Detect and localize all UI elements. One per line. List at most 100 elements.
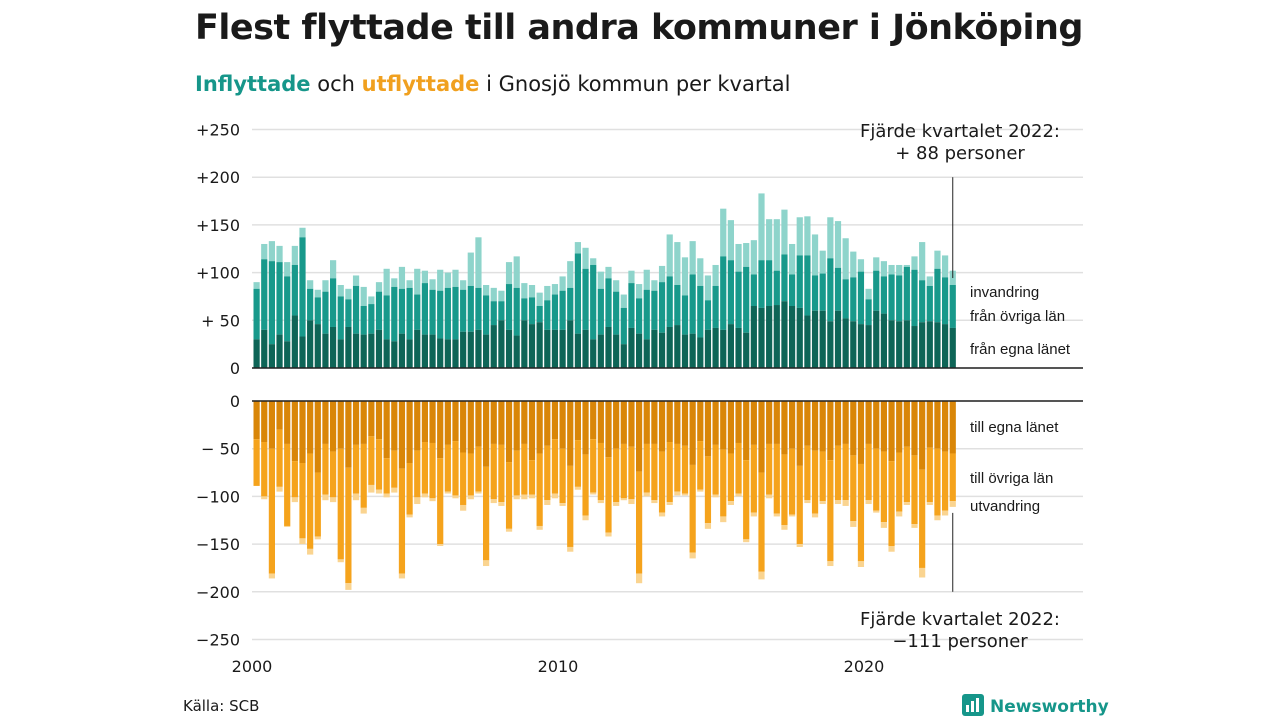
bar-in-immigration: [307, 280, 314, 289]
bar-in-own-county: [498, 320, 505, 368]
bar-in-other-county: [903, 266, 910, 321]
bar-out-own-county: [483, 401, 490, 467]
bar-in-own-county: [796, 307, 803, 368]
bar-out-other-county: [827, 460, 834, 562]
bar-out-emigration: [827, 561, 834, 567]
bar-out-emigration: [903, 502, 910, 505]
bar-in-own-county: [811, 310, 819, 368]
bar-in-immigration: [498, 290, 505, 302]
bar-out-emigration: [368, 484, 375, 493]
bar-in-own-county: [689, 333, 696, 368]
bar-out-emigration: [658, 512, 666, 517]
series-labels: invandring från övriga län från egna länet…: [970, 284, 1071, 515]
y-tick-bottom: −200: [196, 583, 240, 602]
bar-out-emigration: [475, 491, 482, 494]
bar-out-own-county: [437, 401, 444, 459]
bar-in-immigration: [827, 217, 834, 259]
bar-in-other-county: [383, 295, 390, 340]
bar-out-other-county: [804, 445, 811, 501]
bar-out-emigration: [643, 492, 650, 497]
bar-in-immigration: [330, 260, 337, 279]
bar-out-other-county: [758, 472, 765, 572]
bar-in-own-county: [475, 329, 482, 368]
bar-out-other-county: [896, 452, 903, 512]
bar-in-other-county: [284, 276, 291, 342]
bar-out-own-county: [307, 401, 314, 454]
bar-in-immigration: [536, 292, 543, 306]
bar-in-own-county: [284, 341, 291, 368]
bar-out-own-county: [758, 401, 765, 473]
bar-in-immigration: [276, 245, 283, 263]
bar-in-own-county: [865, 325, 872, 368]
bar-in-immigration: [636, 284, 643, 299]
bar-out-other-county: [307, 453, 314, 549]
bar-out-emigration: [704, 523, 712, 529]
bar-in-own-county: [743, 332, 750, 368]
bar-out-own-county: [720, 401, 727, 450]
bar-out-other-county: [942, 451, 949, 511]
y-tick-labels: +250 +200 +150 +100 + 50 0 0 − 50 −100 −150 −200 −2…: [196, 121, 240, 650]
bar-out-emigration: [483, 560, 490, 567]
bar-out-emigration: [337, 559, 344, 563]
bar-in-other-county: [613, 291, 620, 335]
bar-in-other-county: [643, 289, 650, 340]
bar-in-own-county: [536, 322, 543, 368]
bar-out-emigration: [796, 544, 803, 547]
bar-in-own-county: [383, 339, 390, 368]
bar-in-immigration: [544, 285, 551, 301]
bar-out-own-county: [926, 401, 933, 448]
subtitle-in-word: Inflyttade: [195, 72, 311, 96]
bar-in-own-county: [773, 305, 780, 368]
bar-out-own-county: [291, 401, 298, 462]
bar-out-emigration: [720, 516, 727, 523]
bar-in-own-county: [880, 313, 887, 368]
bar-in-immigration: [360, 286, 367, 306]
bar-in-own-county: [766, 305, 773, 368]
bar-in-other-county: [314, 297, 321, 325]
bar-in-immigration: [352, 275, 360, 286]
bar-in-other-county: [330, 278, 337, 327]
bar-in-own-county: [674, 325, 681, 368]
bar-in-other-county: [429, 289, 436, 335]
brand-logo[interactable]: Newsworthy: [962, 694, 1109, 720]
bar-in-other-county: [444, 287, 451, 340]
bar-in-immigration: [712, 264, 719, 286]
bar-in-immigration: [314, 289, 321, 298]
bar-out-emigration: [888, 546, 895, 552]
bar-out-own-county: [789, 401, 796, 449]
bar-out-other-county: [613, 448, 620, 503]
bar-in-own-county: [551, 329, 559, 368]
bar-in-immigration: [850, 251, 857, 278]
bar-in-immigration: [429, 279, 436, 290]
bar-out-own-county: [490, 401, 497, 444]
bar-out-other-county: [444, 444, 451, 492]
bar-out-other-county: [284, 443, 291, 526]
bar-out-other-county: [658, 451, 666, 513]
bar-out-own-county: [743, 401, 750, 461]
bar-out-other-county: [704, 456, 712, 524]
chart-title: Flest flyttade till andra kommuner i Jön…: [195, 8, 1083, 48]
bar-in-own-county: [414, 329, 421, 368]
x-tick-label: 2020: [844, 657, 885, 676]
bar-out-own-county: [383, 401, 390, 459]
bar-in-other-county: [605, 278, 612, 327]
bar-in-other-county: [475, 287, 482, 330]
bar-out-emigration: [758, 571, 765, 580]
bar-out-own-county: [850, 401, 857, 456]
bar-out-other-county: [337, 448, 344, 560]
bar-in-immigration: [299, 227, 306, 238]
bar-out-emigration: [613, 502, 620, 506]
bar-in-immigration: [505, 262, 513, 285]
bar-out-other-county: [643, 443, 650, 493]
bar-out-emigration: [582, 515, 589, 521]
bar-in-other-county: [268, 261, 275, 345]
bar-out-other-county: [926, 447, 933, 503]
bar-out-other-county: [375, 439, 383, 490]
bar-in-immigration: [383, 268, 390, 296]
bar-in-other-county: [666, 276, 673, 327]
bar-in-other-county: [658, 282, 666, 333]
bar-in-other-county: [391, 286, 398, 342]
bar-in-immigration: [582, 247, 589, 269]
bar-in-own-county: [574, 333, 581, 368]
bar-out-other-county: [505, 462, 513, 529]
